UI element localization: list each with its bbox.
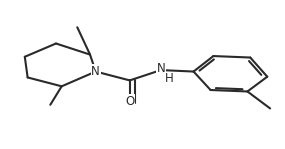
- Text: H: H: [165, 72, 174, 85]
- Text: N: N: [156, 62, 165, 75]
- Text: N: N: [91, 65, 100, 78]
- Text: O: O: [125, 95, 134, 108]
